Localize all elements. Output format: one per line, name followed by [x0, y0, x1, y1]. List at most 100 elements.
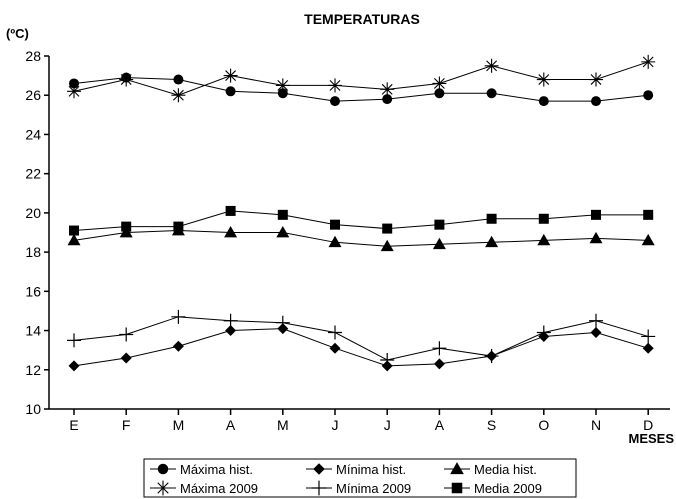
- data-point: [641, 233, 655, 246]
- data-point: [643, 90, 654, 101]
- series-line: [73, 316, 649, 361]
- series-layer: [67, 54, 656, 372]
- data-point: [484, 349, 499, 364]
- series-line: [73, 210, 649, 232]
- y-tick-label: 16: [25, 283, 41, 299]
- data-point: [69, 225, 79, 236]
- data-point: [120, 352, 132, 364]
- legend-marker: [450, 462, 464, 475]
- data-point: [69, 78, 79, 89]
- data-point: [538, 213, 549, 224]
- legend-label: Mínima hist.: [336, 462, 406, 477]
- data-point: [173, 221, 184, 232]
- data-point: [224, 226, 238, 238]
- legend-item: Máxima hist.: [150, 462, 253, 477]
- data-point: [589, 313, 603, 328]
- data-point: [277, 209, 288, 220]
- y-axis-ticks: 10 12 14 16 18 20 22 24 26 28: [25, 48, 49, 417]
- legend-marker: [313, 463, 325, 475]
- series-maxima-hist: [69, 72, 654, 107]
- data-point: [380, 239, 394, 252]
- legend-marker: [311, 480, 327, 496]
- data-point: [277, 88, 288, 99]
- legend-item: Mínima 2009: [306, 480, 411, 496]
- legend-item: Mínima hist.: [306, 462, 406, 477]
- series-media-hist: [67, 224, 655, 252]
- series-minima-2009: [67, 309, 656, 367]
- data-point: [328, 78, 342, 93]
- data-point: [641, 54, 656, 69]
- x-tick-label: M: [277, 417, 289, 433]
- data-point: [67, 84, 81, 99]
- legend-marker: [155, 480, 171, 496]
- data-point: [484, 58, 499, 73]
- data-point: [68, 360, 80, 372]
- data-point: [642, 342, 654, 354]
- data-point: [537, 233, 551, 246]
- x-tick-label: E: [69, 417, 78, 433]
- data-point: [330, 219, 340, 230]
- y-tick-label: 10: [25, 401, 41, 417]
- x-tick-label: J: [332, 417, 339, 433]
- data-point: [67, 333, 81, 348]
- legend-item: Media hist.: [444, 462, 537, 477]
- y-tick-label: 28: [25, 48, 41, 64]
- data-point: [591, 209, 601, 220]
- x-tick-label: A: [226, 417, 236, 433]
- data-point: [171, 309, 186, 324]
- legend-item: Máxima 2009: [150, 480, 258, 496]
- series-line: [73, 61, 649, 96]
- x-tick-label: O: [538, 417, 549, 433]
- data-point: [171, 88, 186, 103]
- series-media-2009: [69, 205, 654, 236]
- x-tick-label: S: [487, 417, 496, 433]
- data-point: [275, 78, 290, 93]
- y-tick-label: 24: [25, 126, 41, 142]
- y-tick-label: 20: [25, 205, 41, 221]
- legend-box: [143, 458, 577, 498]
- data-point: [172, 340, 184, 352]
- x-axis-label: MESES: [628, 431, 674, 446]
- data-point: [225, 325, 237, 337]
- data-point: [591, 96, 601, 107]
- data-point: [536, 72, 551, 87]
- data-point: [119, 226, 133, 238]
- legend-marker: [157, 463, 169, 475]
- data-point: [119, 327, 134, 342]
- series-line: [73, 77, 649, 102]
- legend-label: Máxima 2009: [180, 481, 258, 496]
- chart-title: TEMPERATURAS: [304, 11, 420, 27]
- data-point: [330, 96, 340, 107]
- data-point: [641, 329, 656, 344]
- data-point: [486, 213, 497, 224]
- data-point: [432, 341, 447, 356]
- data-point: [382, 223, 393, 234]
- y-tick-label: 26: [25, 87, 41, 103]
- data-point: [536, 325, 551, 340]
- data-point: [382, 94, 393, 105]
- data-point: [275, 315, 290, 330]
- series-minima-hist: [68, 323, 654, 372]
- data-point: [328, 235, 342, 248]
- data-point: [643, 209, 654, 220]
- y-tick-label: 12: [25, 362, 41, 378]
- legend-label: Media hist.: [474, 462, 537, 477]
- data-point: [432, 76, 447, 91]
- data-point: [225, 205, 236, 216]
- data-point: [328, 325, 342, 340]
- y-axis-unit: (ºC): [6, 26, 29, 41]
- data-point: [67, 233, 81, 246]
- series-line: [73, 230, 649, 247]
- data-point: [119, 72, 134, 87]
- data-point: [276, 226, 290, 238]
- data-point: [589, 72, 603, 87]
- data-point: [538, 96, 549, 107]
- data-point: [432, 237, 446, 250]
- legend-label: Mínima 2009: [336, 481, 411, 496]
- data-point: [380, 82, 395, 97]
- x-tick-label: N: [591, 417, 601, 433]
- x-tick-label: A: [435, 417, 445, 433]
- y-tick-label: 22: [25, 166, 41, 182]
- x-tick-label: D: [643, 417, 653, 433]
